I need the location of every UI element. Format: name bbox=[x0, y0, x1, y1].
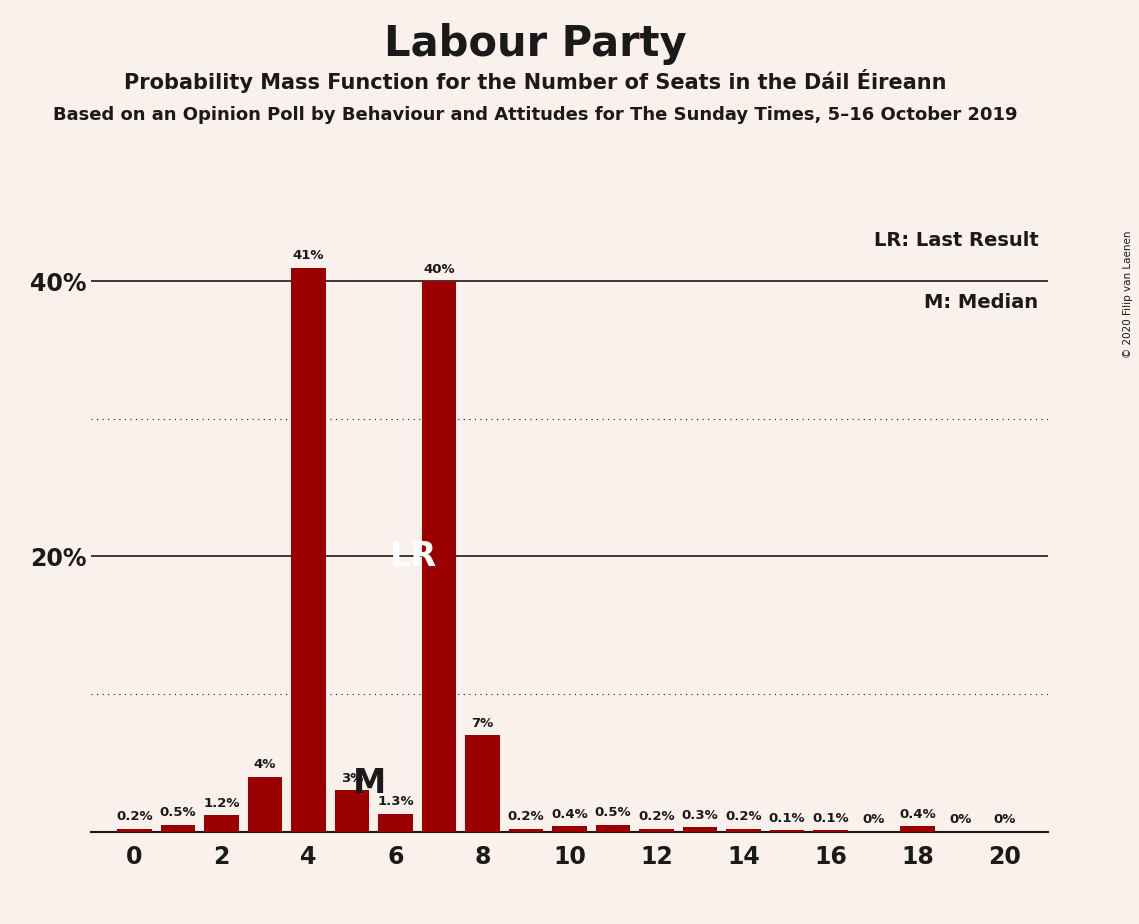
Text: 0.3%: 0.3% bbox=[681, 809, 719, 822]
Text: 0.5%: 0.5% bbox=[159, 807, 196, 820]
Bar bbox=[726, 829, 761, 832]
Bar bbox=[900, 826, 935, 832]
Text: 0.2%: 0.2% bbox=[638, 810, 674, 823]
Text: 1.3%: 1.3% bbox=[377, 796, 413, 808]
Text: Based on an Opinion Poll by Behaviour and Attitudes for The Sunday Times, 5–16 O: Based on an Opinion Poll by Behaviour an… bbox=[54, 106, 1017, 124]
Text: Labour Party: Labour Party bbox=[384, 23, 687, 65]
Text: M: M bbox=[353, 767, 386, 800]
Text: 0.2%: 0.2% bbox=[116, 810, 153, 823]
Bar bbox=[509, 829, 543, 832]
Text: 0.4%: 0.4% bbox=[899, 808, 936, 821]
Bar bbox=[421, 281, 457, 832]
Bar bbox=[465, 736, 500, 832]
Bar bbox=[378, 814, 413, 832]
Text: 0.2%: 0.2% bbox=[508, 810, 544, 823]
Bar bbox=[204, 815, 239, 832]
Text: 0%: 0% bbox=[950, 813, 972, 826]
Bar bbox=[117, 829, 151, 832]
Bar bbox=[552, 826, 587, 832]
Bar bbox=[247, 776, 282, 832]
Bar bbox=[813, 831, 847, 832]
Text: LR: LR bbox=[390, 540, 437, 573]
Text: 0.1%: 0.1% bbox=[769, 811, 805, 825]
Text: 3%: 3% bbox=[341, 772, 363, 784]
Text: M: Median: M: Median bbox=[924, 293, 1039, 312]
Text: 1.2%: 1.2% bbox=[204, 796, 240, 809]
Bar bbox=[639, 829, 674, 832]
Text: 0.2%: 0.2% bbox=[726, 810, 762, 823]
Bar bbox=[770, 831, 804, 832]
Bar bbox=[292, 268, 326, 832]
Bar bbox=[682, 828, 718, 832]
Text: Probability Mass Function for the Number of Seats in the Dáil Éireann: Probability Mass Function for the Number… bbox=[124, 69, 947, 93]
Bar bbox=[161, 825, 196, 832]
Bar bbox=[596, 825, 630, 832]
Bar bbox=[335, 790, 369, 832]
Text: 0%: 0% bbox=[993, 813, 1016, 826]
Text: 0.1%: 0.1% bbox=[812, 811, 849, 825]
Text: © 2020 Filip van Laenen: © 2020 Filip van Laenen bbox=[1123, 231, 1133, 359]
Text: 0.5%: 0.5% bbox=[595, 807, 631, 820]
Text: 0%: 0% bbox=[862, 813, 885, 826]
Text: 7%: 7% bbox=[472, 717, 493, 730]
Text: 41%: 41% bbox=[293, 249, 325, 262]
Text: 0.4%: 0.4% bbox=[551, 808, 588, 821]
Text: LR: Last Result: LR: Last Result bbox=[874, 231, 1039, 250]
Text: 4%: 4% bbox=[254, 758, 277, 771]
Text: 40%: 40% bbox=[424, 262, 454, 275]
